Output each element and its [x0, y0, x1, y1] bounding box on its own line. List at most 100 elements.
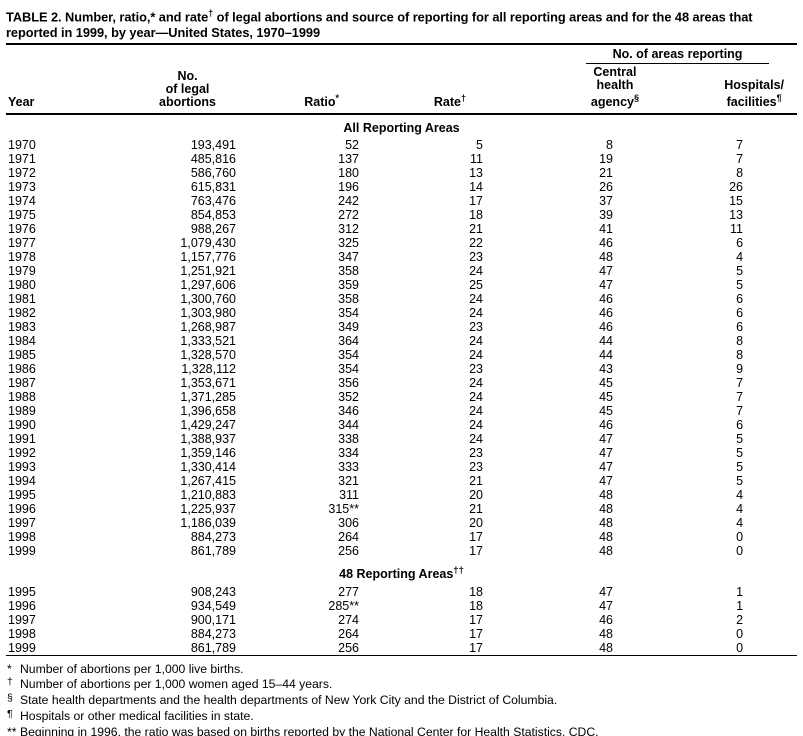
value-cell: 312 [338, 222, 359, 237]
value-cell: 900,171 [190, 612, 236, 627]
value-cell: 196 [338, 180, 359, 195]
value-cell: 274 [338, 612, 359, 627]
abortion-statistics-table: No. of areas reporting Year No. of legal… [6, 43, 798, 656]
table-row: 1999 861,789 256 17 48 0 [6, 544, 797, 558]
value-cell: 285** [328, 598, 359, 613]
footnote-text: Hospitals or other medical facilities in… [20, 708, 254, 723]
table-row: 1980 1,297,606 359 25 47 5 [6, 278, 797, 292]
value-cell: 1,303,980 [180, 306, 236, 321]
value-cell: 364 [338, 334, 359, 349]
value-cell: 6 [736, 292, 744, 307]
year-cell: 1978 [8, 250, 36, 265]
value-cell: 349 [338, 320, 359, 335]
value-cell: 24 [469, 390, 483, 405]
value-cell: 1,429,247 [180, 418, 236, 433]
value-cell: 333 [338, 460, 359, 475]
table-row: 1998 884,273 264 17 48 0 [6, 627, 797, 641]
value-cell: 358 [338, 292, 359, 307]
year-cell: 1986 [8, 362, 36, 377]
year-cell: 1980 [8, 278, 36, 293]
table-row: 1974 763,476 242 17 37 15 [6, 194, 797, 208]
value-cell: 5 [736, 460, 744, 475]
year-cell: 1999 [8, 640, 36, 655]
value-cell: 137 [338, 152, 359, 167]
column-header-row: Year No. of legal abortions Ratio* Rate† [6, 64, 798, 116]
table-row: 1977 1,079,430 325 22 46 6 [6, 236, 797, 250]
table-row: 1975 854,853 272 18 39 13 [6, 208, 797, 222]
value-cell: 306 [338, 516, 359, 531]
year-cell: 1982 [8, 306, 36, 321]
column-header-rate: Rate† [366, 64, 491, 116]
value-cell: 344 [338, 418, 359, 433]
value-cell: 4 [736, 488, 744, 503]
table-row: 1970 193,491 52 5 8 7 [6, 138, 797, 152]
value-cell: 45 [599, 404, 613, 419]
value-cell: 24 [469, 348, 483, 363]
value-cell: 46 [599, 612, 613, 627]
value-cell: 24 [469, 334, 483, 349]
value-cell: 1,157,776 [180, 250, 236, 265]
year-cell: 1990 [8, 418, 36, 433]
value-cell: 47 [599, 598, 613, 613]
value-cell: 1,333,521 [180, 334, 236, 349]
column-header-legal-abortions: No. of legal abortions [96, 64, 241, 116]
footnote-marker: ¶ [7, 707, 13, 720]
value-cell: 24 [469, 404, 483, 419]
year-cell: 1974 [8, 194, 36, 209]
value-cell: 586,760 [190, 166, 236, 181]
table-row: 1979 1,251,921 358 24 47 5 [6, 264, 797, 278]
value-cell: 1,353,671 [180, 376, 236, 391]
value-cell: 338 [338, 432, 359, 447]
footnote: † Number of abortions per 1,000 women age… [6, 676, 797, 693]
table-row: 1989 1,396,658 346 24 45 7 [6, 404, 797, 418]
year-cell: 1981 [8, 292, 36, 307]
value-cell: 354 [338, 348, 359, 363]
value-cell: 23 [469, 362, 483, 377]
value-cell: 45 [599, 390, 613, 405]
value-cell: 1,359,146 [180, 446, 236, 461]
value-cell: 46 [599, 236, 613, 251]
table-body: All Reporting Areas 1970 193,491 52 5 8 7 1971 4… [6, 114, 797, 655]
column-header-year: Year [6, 64, 96, 116]
value-cell: 5 [736, 278, 744, 293]
value-cell: 861,789 [190, 640, 236, 655]
value-cell: 264 [338, 530, 359, 545]
year-cell: 1999 [8, 544, 36, 559]
value-cell: 48 [599, 488, 613, 503]
value-cell: 15 [729, 194, 744, 209]
footnote: ** Beginning in 1996, the ratio was based… [6, 725, 797, 736]
footnote-marker: * [7, 661, 12, 676]
value-cell: 256 [338, 640, 359, 655]
value-cell: 5 [736, 432, 744, 447]
value-cell: 861,789 [190, 544, 236, 559]
value-cell: 272 [338, 208, 359, 223]
value-cell: 18 [469, 208, 483, 223]
value-cell: 354 [338, 306, 359, 321]
table-row: 1973 615,831 196 14 26 26 [6, 180, 797, 194]
footnote-text: Number of abortions per 1,000 women aged… [20, 676, 333, 691]
value-cell: 315** [328, 502, 359, 517]
table-row: 1988 1,371,285 352 24 45 7 [6, 390, 797, 404]
value-cell: 763,476 [190, 194, 236, 209]
value-cell: 615,831 [190, 180, 236, 195]
year-cell: 1979 [8, 264, 36, 279]
value-cell: 19 [599, 152, 613, 167]
value-cell: 988,267 [190, 222, 236, 237]
value-cell: 884,273 [190, 530, 236, 545]
value-cell: 47 [599, 278, 613, 293]
value-cell: 9 [736, 362, 744, 377]
value-cell: 45 [599, 376, 613, 391]
value-cell: 24 [469, 376, 483, 391]
value-cell: 1,251,921 [180, 264, 236, 279]
value-cell: 1,330,414 [180, 460, 236, 475]
value-cell: 48 [599, 516, 613, 531]
section-header: 48 Reporting Areas†† [339, 565, 464, 582]
year-cell: 1991 [8, 432, 36, 447]
value-cell: 8 [736, 166, 744, 181]
table-row: 1981 1,300,760 358 24 46 6 [6, 292, 797, 306]
value-cell: 11 [470, 152, 483, 167]
value-cell: 24 [469, 292, 483, 307]
value-cell: 354 [338, 362, 359, 377]
value-cell: 22 [469, 236, 483, 251]
